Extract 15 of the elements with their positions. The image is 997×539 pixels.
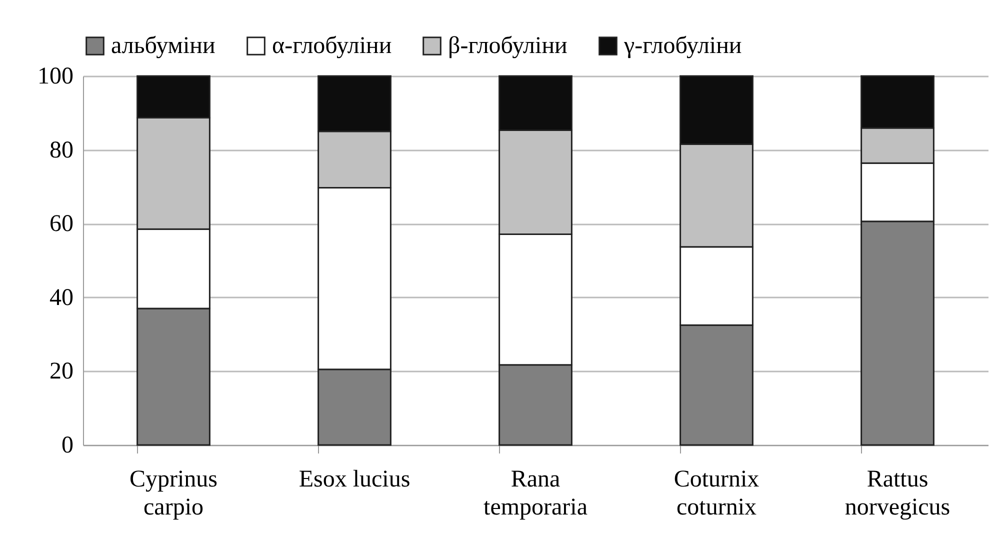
y-tick-label: 80 <box>50 137 74 164</box>
legend-label: альбуміни <box>111 33 216 59</box>
y-tick-label: 20 <box>50 358 74 385</box>
x-tick-label: Esox lucius <box>298 466 410 492</box>
legend-label: α-глобуліни <box>272 33 392 59</box>
y-tick-label: 100 <box>38 64 74 90</box>
x-tick-label: Rattus norvegicus <box>844 466 950 520</box>
y-tick-label: 40 <box>50 284 74 311</box>
x-tick-label: Rana temporaria <box>484 466 588 520</box>
x-tick-label: Cyprinus carpio <box>129 466 218 520</box>
legend-label: β-глобуліни <box>448 33 568 59</box>
legend-label: γ-глобуліни <box>623 33 742 59</box>
y-tick-label: 60 <box>50 211 74 238</box>
y-tick-label: 0 <box>62 432 74 458</box>
x-tick-label: Coturnix coturnix <box>674 466 760 520</box>
